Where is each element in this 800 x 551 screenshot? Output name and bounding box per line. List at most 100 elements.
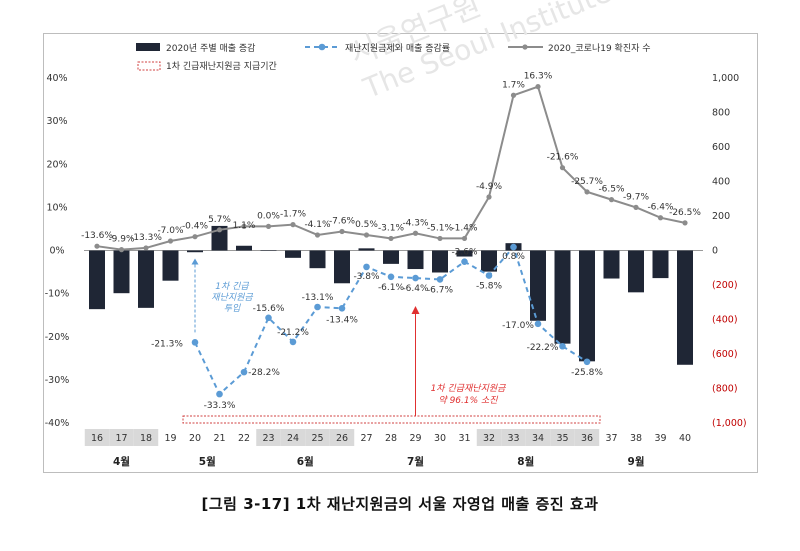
y-left-tick-label: -20%: [45, 332, 70, 343]
covid-point: [314, 232, 321, 238]
sales-bar: [554, 250, 571, 344]
bar-value-label: -1.4%: [451, 223, 478, 233]
legend-label-support: 재난지원금제외 매출 증감률: [345, 42, 450, 54]
sales-bar: [187, 250, 203, 253]
week-shade: [550, 429, 575, 446]
x-tick-label: 26: [336, 433, 348, 444]
bar-value-label: 5.7%: [208, 215, 231, 225]
bar-value-label: -13.3%: [130, 233, 162, 243]
x-tick-label: 35: [556, 433, 568, 444]
bar-value-label: -4.1%: [304, 220, 331, 230]
y-left-tick-label: -30%: [45, 375, 70, 386]
x-tick-label: 28: [385, 433, 397, 444]
bar-value-label: -5.1%: [427, 223, 454, 233]
bar-value-label: 0.0%: [257, 211, 280, 221]
month-label: 9월: [628, 455, 645, 468]
sales-bar: [530, 250, 546, 321]
sales-bar: [309, 250, 326, 269]
sales-bar: [162, 250, 179, 281]
month-label: 4월: [113, 455, 130, 468]
x-tick-label: 39: [654, 433, 666, 444]
x-tick-label: 34: [532, 433, 544, 444]
support-excluded-label: -17.0%: [502, 321, 534, 331]
covid-point: [363, 232, 370, 238]
x-tick-label: 37: [605, 433, 617, 444]
y-right-tick-label: 1,000: [712, 73, 739, 84]
support-excluded-point: [289, 338, 297, 346]
period-box: [182, 415, 601, 424]
covid-point: [535, 84, 541, 90]
covid-point: [486, 194, 492, 200]
injection-annotation-text: 투입: [224, 303, 241, 314]
month-label: 7월: [407, 455, 424, 468]
y-right-tick-label: (400): [712, 315, 738, 326]
x-tick-label: 19: [164, 433, 176, 444]
x-tick-label: 21: [213, 433, 225, 444]
support-excluded-label: -5.8%: [476, 282, 503, 292]
bar-value-label: -26.5%: [669, 208, 701, 218]
plot-frame: [43, 33, 758, 473]
support-excluded-point: [191, 339, 199, 346]
week-shade: [280, 429, 306, 446]
covid-point: [437, 235, 443, 242]
y-left-tick-label: 10%: [46, 202, 67, 213]
support-excluded-point: [534, 320, 542, 328]
sales-bar: [358, 248, 375, 251]
bar-value-label: -21.6%: [547, 153, 579, 163]
support-excluded-point: [510, 243, 517, 251]
support-excluded-point: [363, 263, 370, 271]
x-tick-label: 22: [238, 433, 250, 444]
bar-value-label: -4.9%: [476, 182, 503, 192]
covid-point: [339, 228, 345, 235]
support-excluded-label: -13.4%: [326, 315, 358, 325]
sales-bar: [456, 250, 473, 257]
injection-arrow-head: [191, 258, 199, 265]
covid-point: [241, 223, 247, 229]
sales-bar: [383, 250, 399, 264]
covid-point: [192, 234, 198, 240]
bar-value-label: -6.4%: [647, 203, 674, 213]
support-excluded-label: -25.8%: [571, 368, 603, 378]
sales-bar: [236, 245, 252, 251]
sales-bar: [260, 250, 277, 251]
sales-bar: [113, 250, 130, 294]
y-left-tick-label: -40%: [45, 418, 70, 429]
support-excluded-point: [412, 274, 419, 282]
support-excluded-label: -22.2%: [527, 343, 559, 353]
covid-point: [118, 247, 125, 253]
y-right-tick-label: (200): [712, 280, 738, 291]
covid-point: [657, 215, 664, 221]
sales-bar: [334, 250, 350, 284]
covid-point: [388, 235, 394, 242]
bar-value-label: -7.6%: [329, 217, 356, 227]
week-shade: [133, 429, 159, 446]
covid-point: [633, 204, 639, 210]
legend-swatch-period: [137, 61, 161, 71]
sales-bar: [211, 225, 228, 251]
bar-value-label: 1.1%: [233, 221, 256, 231]
support-excluded-point: [583, 358, 591, 366]
covid-point: [412, 230, 419, 236]
legend-label-bar: 2020년 주별 매출 증감: [166, 42, 255, 54]
x-tick-label: 31: [458, 433, 470, 444]
bar-value-label: -6.5%: [598, 185, 625, 195]
support-excluded-label: -6.4%: [402, 284, 429, 294]
x-tick-label: 38: [630, 433, 642, 444]
sales-bar: [603, 250, 620, 279]
figure-caption: [그림 3-17] 1차 재난지원금의 서울 자영업 매출 증진 효과: [201, 495, 599, 513]
legend-swatch-bar: [136, 43, 160, 51]
support-excluded-point: [338, 304, 346, 312]
month-label: 5월: [199, 455, 216, 468]
support-excluded-point: [461, 258, 468, 266]
x-tick-label: 40: [679, 433, 691, 444]
x-tick-label: 32: [483, 433, 495, 444]
support-excluded-point: [216, 390, 223, 398]
bar-value-label: -1.7%: [280, 210, 307, 220]
support-excluded-label: 0.8%: [502, 252, 525, 262]
x-tick-label: 16: [91, 433, 103, 444]
x-tick-label: 27: [360, 433, 372, 444]
bar-value-label: -25.7%: [571, 177, 603, 187]
support-excluded-label: -6.1%: [378, 283, 405, 293]
sales-bar: [432, 250, 448, 273]
